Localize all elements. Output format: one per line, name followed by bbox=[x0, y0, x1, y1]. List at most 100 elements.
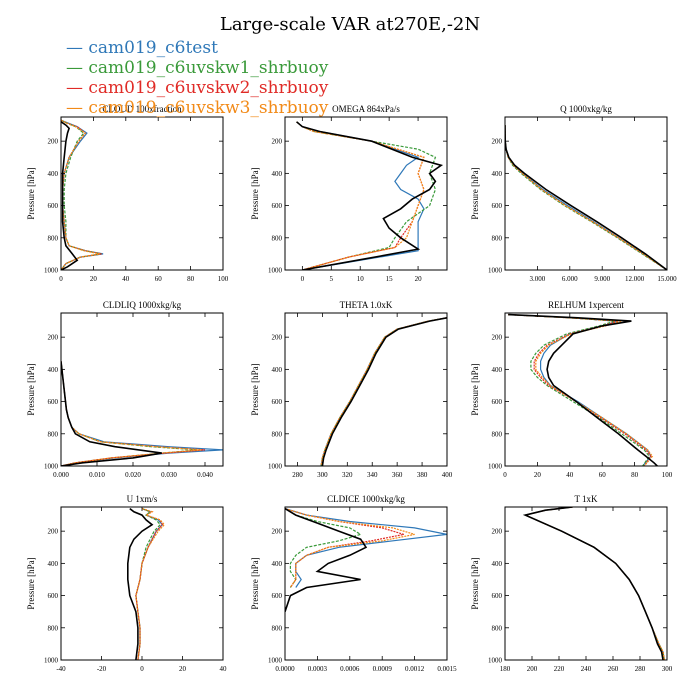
series-line-3 bbox=[523, 507, 665, 660]
x-tick-label: 400 bbox=[442, 471, 453, 479]
series-line-2 bbox=[523, 507, 665, 660]
x-tick-label: 0.000 bbox=[53, 471, 69, 479]
x-tick-label: 20 bbox=[90, 275, 98, 283]
y-tick-label: 200 bbox=[48, 138, 59, 146]
y-axis-label: Pressure [hPa] bbox=[26, 557, 36, 609]
x-tick-label: 80 bbox=[187, 275, 195, 283]
x-tick-label: -20 bbox=[97, 665, 107, 673]
series-line-4 bbox=[296, 121, 444, 270]
plot-frame bbox=[504, 506, 668, 661]
panel-6: -40 -20 0 20 40 200 400 600 800 1000 Pressure [hPa… bbox=[26, 494, 227, 673]
x-tick-label: 0 bbox=[301, 275, 305, 283]
x-tick-label: 15 bbox=[386, 275, 394, 283]
x-tick-label: 280 bbox=[292, 471, 303, 479]
y-axis-label: Pressure [hPa] bbox=[470, 167, 480, 219]
panel-title: T 1xK bbox=[574, 494, 598, 504]
y-tick-label: 600 bbox=[272, 398, 283, 406]
series-line-1 bbox=[505, 125, 667, 270]
x-tick-label: 9.000 bbox=[594, 275, 610, 283]
y-tick-label: 600 bbox=[272, 592, 283, 600]
y-tick-label: 800 bbox=[48, 430, 59, 438]
y-tick-label: 1000 bbox=[488, 657, 503, 665]
x-tick-label: 0.0006 bbox=[340, 665, 360, 673]
x-tick-label: 0.0003 bbox=[308, 665, 328, 673]
y-tick-label: 200 bbox=[492, 528, 503, 536]
series-line-4 bbox=[285, 507, 368, 612]
series-group bbox=[320, 317, 447, 466]
series-line-1 bbox=[523, 507, 665, 660]
y-tick-label: 1000 bbox=[44, 657, 59, 665]
x-tick-label: 0 bbox=[59, 275, 63, 283]
legend: — cam019_c6test— cam019_c6uvskw1_shrbuoy… bbox=[66, 38, 329, 118]
y-tick-label: 200 bbox=[48, 334, 59, 342]
x-tick-label: 0.010 bbox=[89, 471, 105, 479]
panel-4: 280 300 320 340 360 380 400 200 400 600 800 1000 Pre… bbox=[250, 300, 453, 479]
panel-8: 180 200 220 240 260 280 300 200 400 600 800 1000 Pre… bbox=[470, 494, 673, 673]
series-line-3 bbox=[296, 121, 425, 270]
series-line-2 bbox=[135, 508, 164, 660]
x-tick-label: 0.0012 bbox=[405, 665, 425, 673]
y-tick-label: 200 bbox=[492, 334, 503, 342]
panel-title: OMEGA 864xPa/s bbox=[332, 104, 400, 114]
x-tick-label: 80 bbox=[631, 471, 639, 479]
panel-title: U 1xm/s bbox=[127, 494, 158, 504]
y-tick-label: 400 bbox=[272, 560, 283, 568]
y-tick-label: 400 bbox=[492, 170, 503, 178]
y-tick-label: 600 bbox=[48, 592, 59, 600]
x-tick-label: 12.000 bbox=[625, 275, 645, 283]
panel-title: RELHUM 1xpercent bbox=[548, 300, 624, 310]
x-tick-label: 20 bbox=[179, 665, 187, 673]
x-tick-label: 280 bbox=[635, 665, 646, 673]
y-tick-label: 200 bbox=[272, 528, 283, 536]
y-tick-label: 1000 bbox=[268, 657, 283, 665]
x-tick-label: 340 bbox=[367, 471, 378, 479]
y-tick-label: 400 bbox=[492, 560, 503, 568]
series-line-4 bbox=[127, 507, 154, 660]
plot-frame bbox=[60, 506, 224, 661]
series-group bbox=[127, 507, 166, 660]
x-tick-label: 0 bbox=[503, 471, 507, 479]
x-tick-label: 220 bbox=[554, 665, 565, 673]
series-line-1 bbox=[61, 361, 198, 466]
y-axis-label: Pressure [hPa] bbox=[250, 363, 260, 415]
x-tick-label: 240 bbox=[581, 665, 592, 673]
y-axis-label: Pressure [hPa] bbox=[26, 363, 36, 415]
panel-title: CLDLIQ 1000xkg/kg bbox=[103, 300, 182, 310]
y-tick-label: 400 bbox=[272, 366, 283, 374]
series-line-4 bbox=[508, 313, 658, 466]
panel-1: 0 5 10 15 20 200 400 600 800 1000 Pressure [hPa] OM… bbox=[250, 104, 448, 283]
series-line-2 bbox=[296, 121, 425, 270]
legend-entry-2: — cam019_c6uvskw2_shrbuoy bbox=[66, 78, 329, 98]
panel-3: 0.000 0.010 0.020 0.030 0.040 200 400 600 800 100… bbox=[26, 300, 224, 479]
y-tick-label: 200 bbox=[48, 528, 59, 536]
series-line-1 bbox=[508, 314, 650, 466]
series-line-4 bbox=[522, 507, 664, 660]
y-tick-label: 200 bbox=[272, 138, 283, 146]
y-tick-label: 600 bbox=[272, 202, 283, 210]
x-tick-label: 40 bbox=[566, 471, 574, 479]
y-axis-label: Pressure [hPa] bbox=[470, 557, 480, 609]
x-tick-label: 20 bbox=[415, 275, 423, 283]
plot-frame bbox=[284, 506, 448, 661]
y-tick-label: 600 bbox=[492, 398, 503, 406]
x-tick-label: 0.020 bbox=[125, 471, 141, 479]
x-tick-label: 300 bbox=[662, 665, 673, 673]
panel-title: THETA 1.0xK bbox=[340, 300, 393, 310]
y-tick-label: 800 bbox=[272, 430, 283, 438]
series-line-3 bbox=[505, 125, 667, 270]
figure-title: Large-scale VAR at270E,-2N bbox=[220, 14, 480, 35]
x-tick-label: 0 bbox=[140, 665, 144, 673]
series-group bbox=[61, 361, 223, 466]
legend-entry-3: — cam019_c6uvskw3_shrbuoy bbox=[66, 98, 329, 118]
series-line-3 bbox=[61, 361, 202, 466]
x-tick-label: 360 bbox=[392, 471, 403, 479]
series-line-0 bbox=[285, 508, 447, 588]
panel-title: Q 1000xkg/kg bbox=[560, 104, 612, 114]
panel-title: CLOUD 100xfraction bbox=[102, 104, 182, 114]
x-tick-label: 100 bbox=[218, 275, 229, 283]
x-tick-label: 0.0000 bbox=[275, 665, 295, 673]
x-tick-label: 380 bbox=[417, 471, 428, 479]
y-tick-label: 800 bbox=[48, 234, 59, 242]
y-tick-label: 800 bbox=[492, 624, 503, 632]
